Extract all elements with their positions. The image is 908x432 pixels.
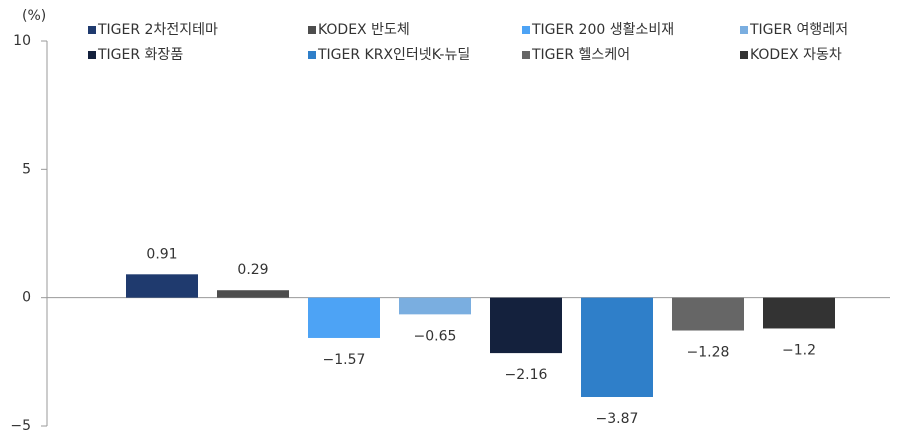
data-label: 0.91: [146, 246, 177, 262]
bar: [126, 274, 198, 298]
legend-swatch: [740, 51, 748, 59]
legend-label: TIGER 200 생활소비재: [531, 22, 674, 38]
legend-label: TIGER 화장품: [97, 47, 183, 63]
legend-swatch: [740, 26, 748, 34]
data-label: −1.28: [687, 345, 730, 361]
y-tick-label: −5: [10, 418, 31, 432]
data-label: −1.57: [323, 352, 366, 368]
legend-swatch: [88, 51, 96, 59]
legend-label: TIGER 헬스케어: [531, 47, 630, 63]
legend-label: KODEX 자동차: [750, 47, 842, 63]
legend-swatch: [308, 51, 316, 59]
legend-label: TIGER 여행레저: [749, 22, 848, 38]
legend-label: TIGER 2차전지테마: [97, 22, 218, 38]
legend-label: KODEX 반도체: [318, 22, 410, 38]
y-tick-label: 0: [22, 290, 31, 306]
bar: [308, 297, 380, 338]
bar: [490, 297, 562, 354]
bar: [763, 297, 835, 329]
legend-swatch: [308, 26, 316, 34]
bar: [217, 290, 289, 298]
bar: [399, 297, 471, 315]
legend-swatch: [522, 51, 530, 59]
bar: [672, 297, 744, 331]
data-label: −1.2: [782, 342, 816, 358]
y-axis-label: (%): [22, 8, 46, 24]
legend-label: TIGER KRX인터넷K-뉴딜: [317, 47, 470, 63]
legend-swatch: [522, 26, 530, 34]
data-label: −3.87: [596, 411, 639, 427]
data-label: 0.29: [237, 262, 268, 278]
data-label: −0.65: [414, 328, 457, 344]
y-tick-label: 5: [22, 161, 31, 177]
bar: [581, 297, 653, 397]
legend-swatch: [88, 26, 96, 34]
y-tick-label: 10: [13, 33, 31, 49]
data-label: −2.16: [505, 367, 548, 383]
